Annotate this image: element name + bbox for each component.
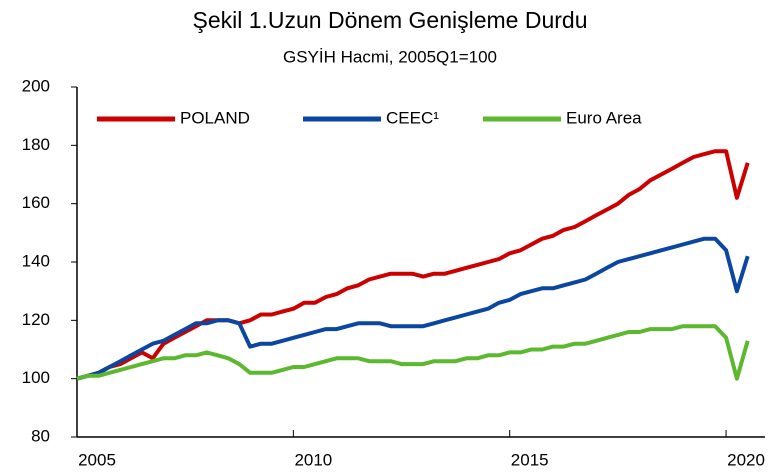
x-tick-label: 2020 bbox=[727, 450, 765, 469]
legend-label: POLAND bbox=[180, 108, 250, 127]
chart-title: Şekil 1.Uzun Dönem Genişleme Durdu bbox=[192, 7, 587, 33]
x-tick-label: 2015 bbox=[511, 450, 549, 469]
y-tick-label: 180 bbox=[22, 135, 50, 154]
legend-label: CEEC¹ bbox=[386, 108, 439, 127]
line-series bbox=[76, 149, 750, 381]
y-tick-label: 120 bbox=[22, 310, 50, 329]
y-tick-label: 160 bbox=[22, 193, 50, 212]
line-series bbox=[76, 324, 750, 381]
y-tick-label: 140 bbox=[22, 251, 50, 270]
line-series bbox=[76, 236, 750, 381]
chart-subtitle: GSYİH Hacmi, 2005Q1=100 bbox=[283, 47, 497, 66]
y-tick-label: 80 bbox=[31, 426, 50, 445]
x-tick-label: 2005 bbox=[78, 450, 116, 469]
legend-label: Euro Area bbox=[566, 108, 642, 127]
y-tick-label: 200 bbox=[22, 76, 50, 95]
y-tick-label: 100 bbox=[22, 368, 50, 387]
x-tick-label: 2010 bbox=[294, 450, 332, 469]
